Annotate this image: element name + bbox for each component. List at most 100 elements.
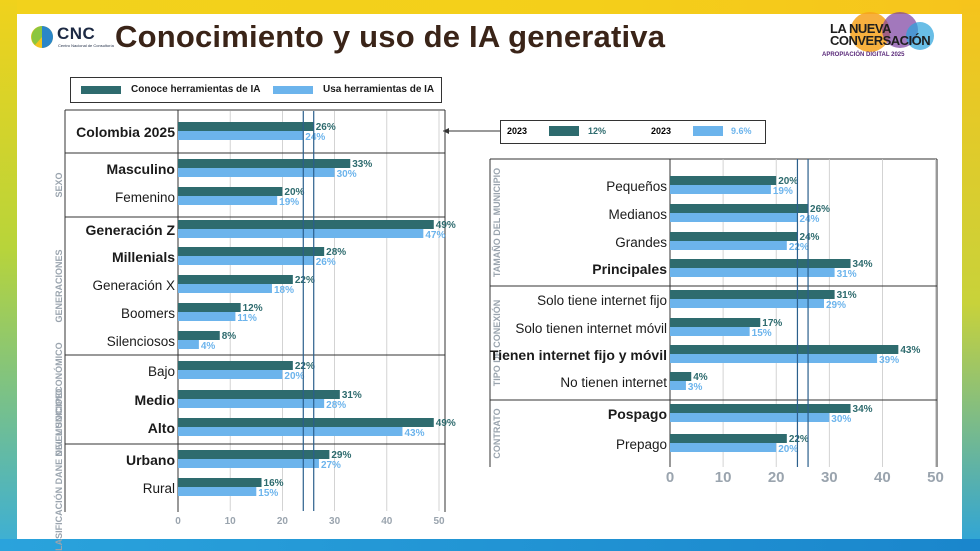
chart2-tick-label: 30 (821, 469, 838, 486)
chart1-category-label-bajo: Bajo (148, 364, 175, 379)
chart1-value-usa-silenciosos: 4% (201, 341, 216, 352)
chart2-category-label-solo-tienen-internet-movil: Solo tienen internet móvil (515, 321, 667, 336)
bottom-color-band (0, 539, 980, 551)
chart2-group-label-tipo-de-conexion: TIPO DE CONEXIÓN (491, 300, 502, 387)
chart1-category-label-rural: Rural (143, 481, 175, 496)
chart2-value-conoce-solo-tienen-internet-movil: 17% (762, 318, 782, 329)
chart1-bar-conoce-rural (178, 478, 262, 487)
chart1-value-usa-colombia-2025: 24% (305, 132, 325, 143)
chart1-tick-label: 0 (175, 516, 181, 527)
legend-label-conoce: Conoce herramientas de IA (131, 84, 261, 95)
chart2-value-usa-pospago: 30% (831, 414, 851, 425)
chart1-category-label-masculino: Masculino (107, 161, 175, 177)
legend-label-usa: Usa herramientas de IA (323, 84, 435, 95)
chart2-category-label-solo-tiene-internet-fijo: Solo tiene internet fijo (537, 293, 667, 308)
chart2-value-usa-solo-tiene-internet-fijo: 29% (826, 300, 846, 311)
chart1-bar-conoce-bajo (178, 361, 293, 370)
chart2-bar-conoce-prepago (670, 434, 787, 443)
chart2-value-conoce-no-tienen-internet: 4% (693, 372, 708, 383)
chart1-bar-conoce-millenials (178, 247, 325, 256)
chart2-category-label-pospago: Pospago (608, 406, 667, 422)
badge-line-2: CONVERSACIÓN (830, 33, 931, 48)
chart2-bar-conoce-no-tienen-internet (670, 372, 692, 381)
chart2-value-usa-tienen-internet-fijo-y-movil: 39% (879, 355, 899, 366)
ref-year-2: 2023 (651, 126, 672, 136)
chart2-bar-usa-pequenos (670, 185, 771, 194)
chart2-value-conoce-pequenos: 20% (778, 176, 798, 187)
chart1-bar-conoce-silenciosos (178, 331, 220, 340)
chart2-category-label-grandes: Grandes (615, 235, 667, 250)
chart1-category-label-generacion-x: Generación X (92, 278, 175, 293)
badge-title: LA NUEVA CONVERSACIÓN (830, 21, 931, 48)
chart2-value-conoce-medianos: 26% (810, 204, 830, 215)
chart1-group-label-nivel-socioeconomico: NIVEL SOCIOECONÓMICO (53, 342, 64, 456)
cnc-logo-icon (31, 26, 53, 48)
chart1-category-label-alto: Alto (148, 420, 175, 436)
left-color-band (0, 0, 17, 551)
chart1-value-usa-millenials: 26% (316, 257, 336, 268)
badge-line-1: LA NUEVA (830, 21, 892, 36)
chart2-bar-conoce-medianos (670, 204, 809, 213)
chart1-value-conoce-generacion-z: 49% (436, 220, 456, 231)
legend-swatch-usa (273, 86, 313, 94)
chart2-value-usa-no-tienen-internet: 3% (688, 382, 703, 393)
chart1-bar-usa-generacion-x (178, 284, 272, 293)
chart2-tick-label: 40 (874, 469, 891, 486)
chart2-bar-conoce-pospago (670, 404, 851, 413)
chart2-value-conoce-solo-tiene-internet-fijo: 31% (837, 290, 857, 301)
chart2-group-label-contrato: CONTRATO (492, 408, 502, 458)
chart2-bar-conoce-grandes (670, 232, 798, 241)
chart1-value-conoce-medio: 31% (342, 390, 362, 401)
ref-value-2: 9.6% (731, 126, 752, 136)
chart1-value-usa-medio: 28% (326, 400, 346, 411)
chart1-value-conoce-femenino: 20% (284, 187, 304, 198)
chart1-bar-conoce-alto (178, 418, 434, 427)
chart1-bar-usa-colombia-2025 (178, 131, 304, 140)
chart1-category-label-millenials: Millenials (112, 249, 175, 265)
chart1-value-usa-bajo: 20% (284, 371, 304, 382)
chart1-group-label-generaciones: GENERACIONES (54, 249, 64, 322)
chart2-bar-conoce-pequenos (670, 176, 777, 185)
chart1-bar-usa-silenciosos (178, 340, 199, 349)
chart2-bar-conoce-solo-tiene-internet-fijo (670, 290, 835, 299)
badge-subtitle: APROPIACIÓN DIGITAL 2025 (822, 52, 905, 58)
chart2-tick-label: 10 (715, 469, 732, 486)
chart2-bar-usa-solo-tiene-internet-fijo (670, 299, 824, 308)
chart1-bar-usa-alto (178, 427, 403, 436)
chart1-category-label-colombia-2025: Colombia 2025 (76, 124, 175, 140)
chart2-value-usa-principales: 31% (837, 269, 857, 280)
chart1-value-conoce-rural: 16% (264, 478, 284, 489)
chart2-group-label-tamano-del-municipio: TAMAÑO DEL MUNICIPIO (492, 168, 502, 277)
chart1-value-conoce-alto: 49% (436, 418, 456, 429)
chart2-bar-conoce-principales (670, 259, 851, 268)
chart1-value-usa-boomers: 11% (237, 313, 257, 324)
chart2-category-label-medianos: Medianos (608, 207, 667, 222)
chart2-bar-usa-prepago (670, 443, 777, 452)
right-color-band (962, 0, 980, 551)
chart2-value-usa-prepago: 20% (778, 444, 798, 455)
chart2-category-label-no-tienen-internet: No tienen internet (560, 375, 667, 390)
chart1-value-usa-generacion-z: 47% (425, 230, 445, 241)
chart1-bar-usa-urbano (178, 459, 319, 468)
chart1-bar-conoce-generacion-z (178, 220, 434, 229)
chart2-tick-label: 0 (666, 469, 674, 486)
chart1-value-conoce-generacion-x: 22% (295, 275, 315, 286)
chart1-category-label-femenino: Femenino (115, 190, 175, 205)
chart1-category-label-urbano: Urbano (126, 452, 175, 468)
ref-swatch-2 (693, 126, 723, 136)
chart1-bar-usa-bajo (178, 370, 283, 379)
logo-text: CNC (57, 24, 96, 43)
chart-legend: Conoce herramientas de IA Usa herramient… (70, 77, 442, 103)
chart1-value-conoce-silenciosos: 8% (222, 331, 237, 342)
ref-swatch-1 (549, 126, 579, 136)
chart1-value-usa-urbano: 27% (321, 460, 341, 471)
chart1-value-usa-generacion-x: 18% (274, 285, 294, 296)
chart2-bar-usa-no-tienen-internet (670, 381, 686, 390)
chart2-value-conoce-grandes: 24% (799, 232, 819, 243)
ref-year-1: 2023 (507, 126, 528, 136)
chart1-group-label-sexo: SEXO (54, 172, 64, 197)
chart1-bar-usa-generacion-z (178, 229, 424, 238)
chart1-tick-label: 40 (381, 516, 393, 527)
chart2-tick-label: 50 (927, 469, 944, 486)
